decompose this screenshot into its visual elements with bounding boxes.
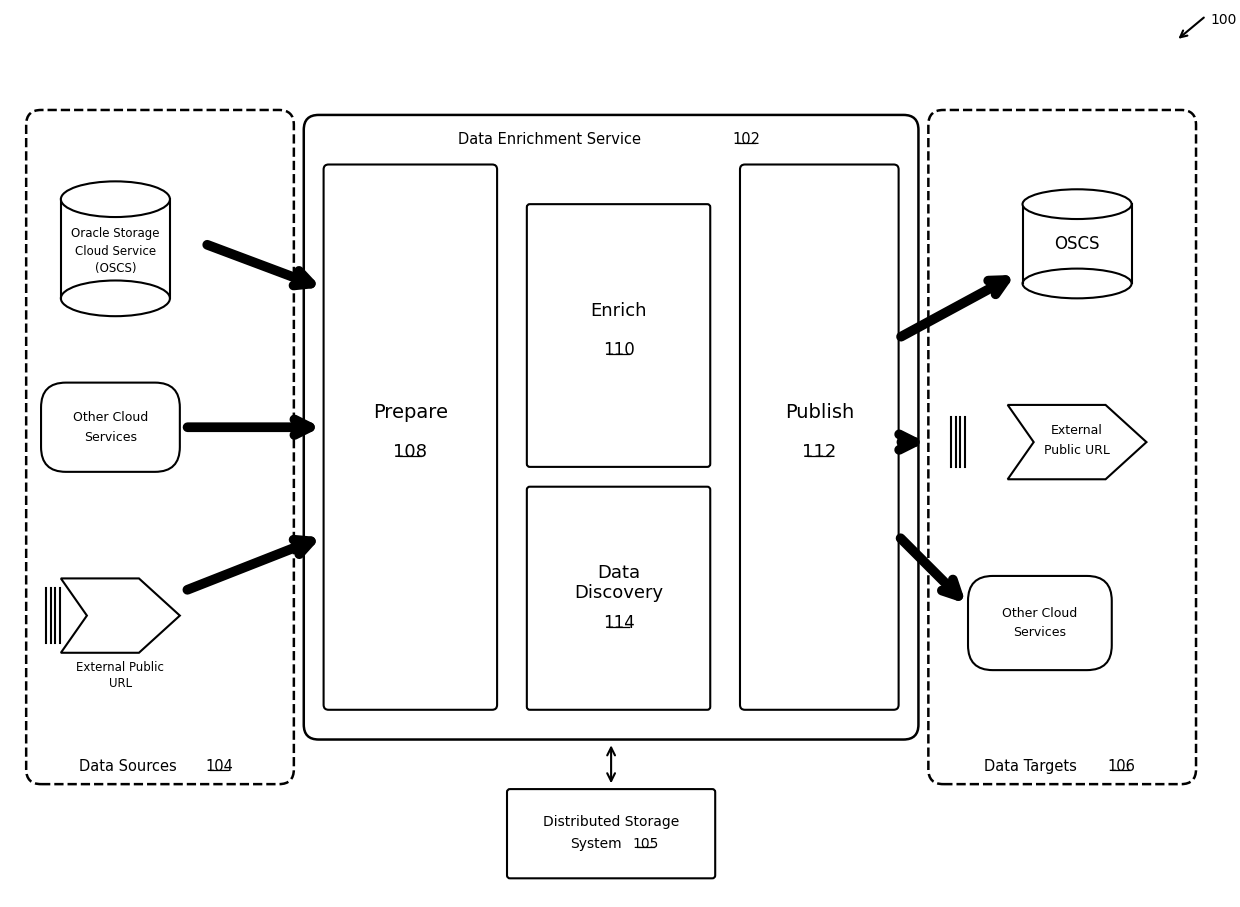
Text: External Public: External Public [77,660,164,674]
Polygon shape [61,579,180,653]
Text: Distributed Storage: Distributed Storage [543,814,680,829]
Text: 100: 100 [1211,13,1238,27]
Text: (OSCS): (OSCS) [94,262,136,275]
Text: Oracle Storage: Oracle Storage [71,228,160,240]
Text: 106: 106 [1107,759,1135,774]
Text: Enrich: Enrich [590,302,647,320]
FancyBboxPatch shape [41,383,180,472]
FancyBboxPatch shape [929,110,1197,785]
Ellipse shape [61,280,170,317]
Ellipse shape [61,181,170,217]
Polygon shape [1008,405,1147,479]
Text: Data Enrichment Service: Data Enrichment Service [458,132,641,147]
FancyBboxPatch shape [507,789,715,878]
Ellipse shape [1023,268,1132,298]
Text: OSCS: OSCS [1054,235,1100,253]
Text: Data Sources: Data Sources [79,759,177,774]
FancyBboxPatch shape [26,110,294,785]
Text: Other Cloud: Other Cloud [1002,607,1078,619]
FancyBboxPatch shape [740,164,899,710]
Text: Publish: Publish [785,403,854,422]
FancyBboxPatch shape [527,204,711,467]
Text: Services: Services [1013,627,1066,639]
Text: Cloud Service: Cloud Service [74,245,156,258]
Text: System: System [570,836,622,851]
Text: Public URL: Public URL [1044,444,1110,456]
Text: 108: 108 [393,443,428,461]
FancyBboxPatch shape [324,164,497,710]
Text: 110: 110 [603,341,635,359]
FancyBboxPatch shape [968,576,1112,670]
Text: Services: Services [84,431,136,444]
Text: URL: URL [109,677,131,689]
Text: Data Targets: Data Targets [983,759,1076,774]
Text: 114: 114 [603,614,635,632]
Bar [1023,204,1132,284]
Bar [61,200,170,298]
Text: External: External [1052,424,1104,436]
Text: Data: Data [596,564,640,582]
FancyBboxPatch shape [527,487,711,710]
Text: 112: 112 [802,443,837,461]
Ellipse shape [1023,190,1132,219]
Text: 104: 104 [205,759,233,774]
Text: 102: 102 [733,132,760,147]
FancyBboxPatch shape [304,115,919,739]
Text: 105: 105 [632,836,658,851]
Text: Prepare: Prepare [373,403,448,422]
Text: Other Cloud: Other Cloud [73,411,148,424]
Text: Discovery: Discovery [574,584,663,602]
